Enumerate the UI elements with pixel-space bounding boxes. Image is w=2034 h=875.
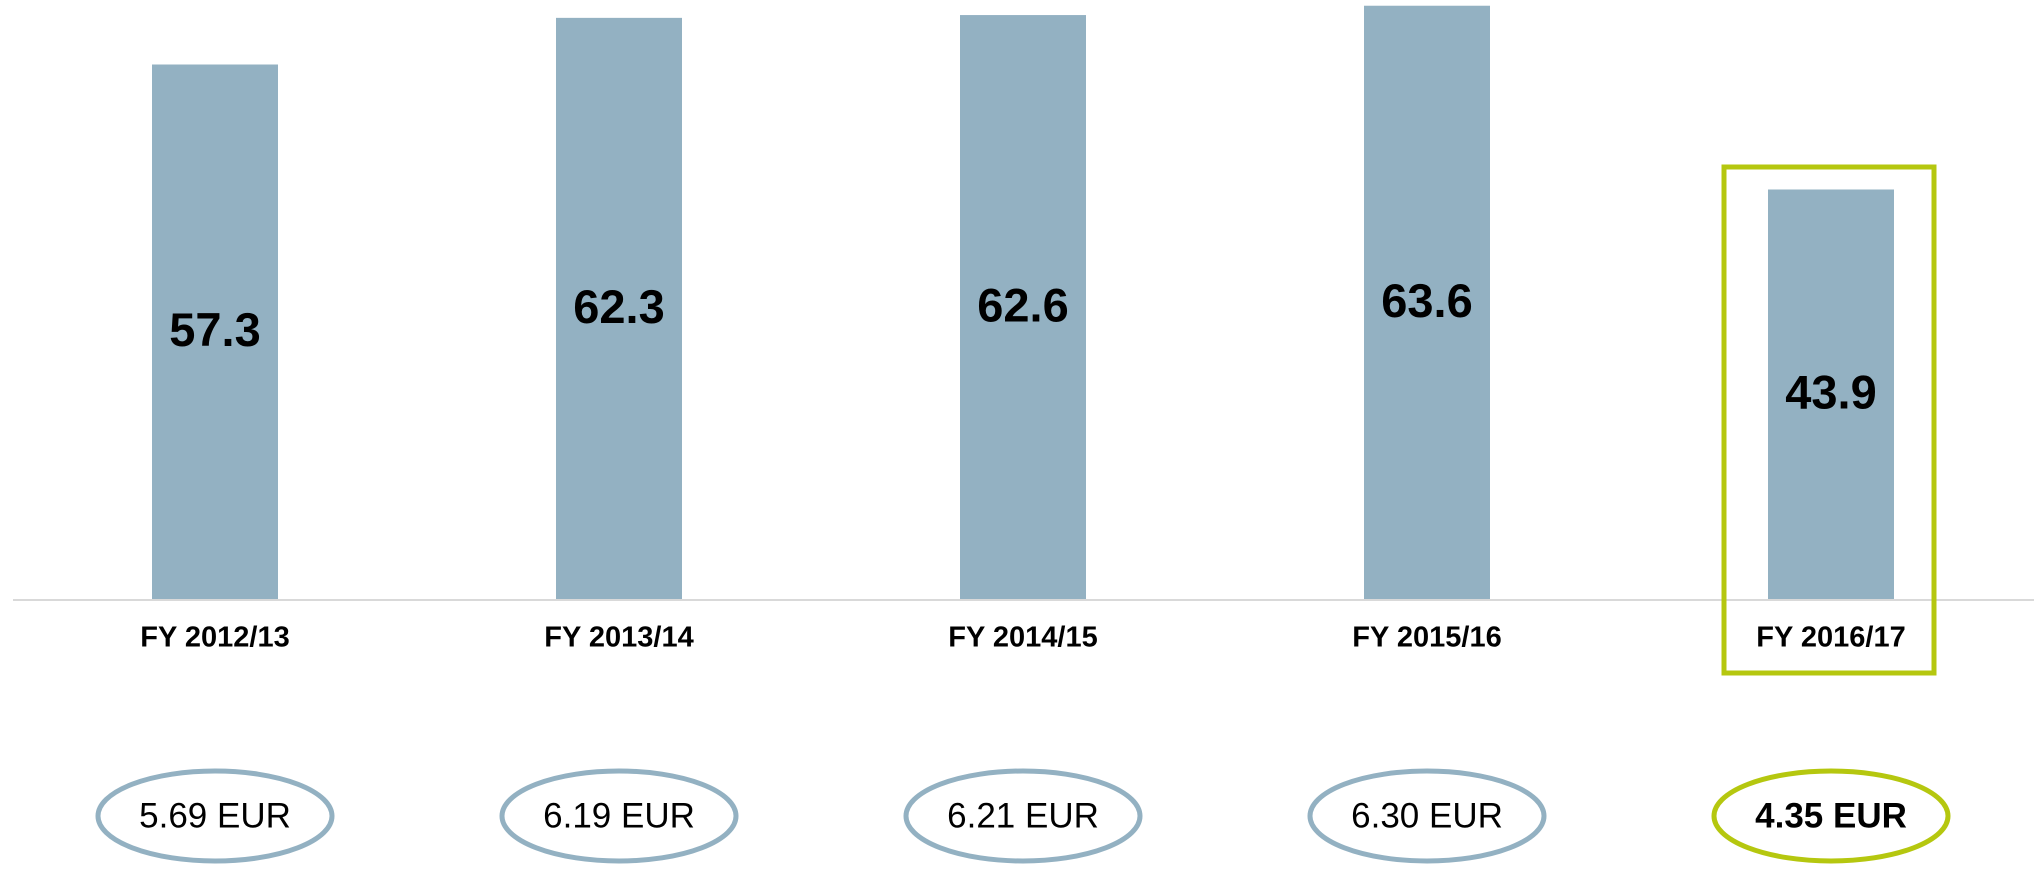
data-label: 62.6 [977, 278, 1068, 331]
data-label: 43.9 [1785, 366, 1876, 419]
bar [556, 17, 682, 600]
per-share-label: 5.69 EUR [139, 796, 291, 835]
per-share-oval [903, 768, 1143, 864]
x-tick-label: FY 2013/14 [544, 622, 693, 654]
data-label: 63.6 [1381, 274, 1472, 327]
bar [960, 15, 1086, 599]
highlight-box [1721, 164, 1937, 676]
per-share-label: 6.19 EUR [543, 796, 695, 835]
per-share-oval [499, 768, 739, 864]
x-tick-label: FY 2012/13 [140, 622, 289, 654]
bar [1364, 5, 1490, 599]
per-share-label: 6.21 EUR [947, 796, 1099, 835]
x-tick-label: FY 2016/17 [1756, 622, 1905, 654]
per-share-label: 6.30 EUR [1351, 796, 1503, 835]
x-tick-label: FY 2014/15 [948, 622, 1097, 654]
per-share-label: 4.35 EUR [1755, 796, 1907, 835]
x-tick-label: FY 2015/16 [1352, 622, 1501, 654]
bar [152, 64, 278, 600]
per-share-oval [1711, 768, 1951, 864]
per-share-oval [1307, 768, 1547, 864]
per-share-oval [95, 768, 335, 864]
data-label: 57.3 [169, 303, 260, 356]
data-label: 62.3 [573, 280, 664, 333]
bar [1768, 189, 1894, 600]
